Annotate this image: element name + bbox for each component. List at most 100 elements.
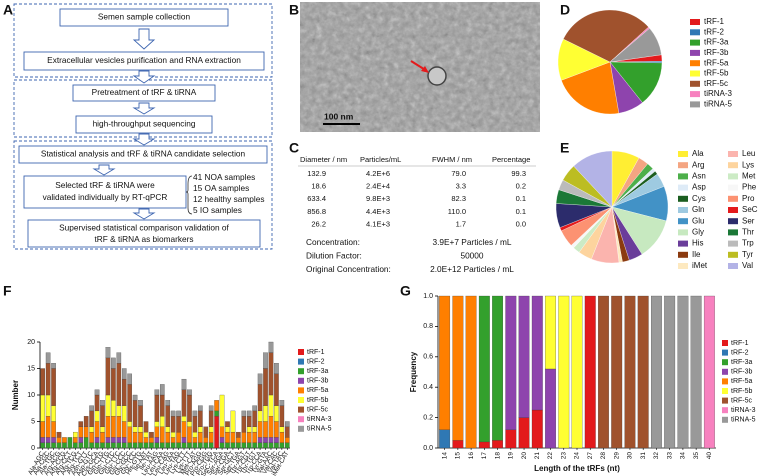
bar-segment xyxy=(165,400,171,406)
bar-segment xyxy=(51,437,56,443)
bar-segment xyxy=(56,437,62,443)
bar-segment xyxy=(116,416,122,438)
bar-segment xyxy=(252,426,257,433)
legend-label: tiRNA-3 xyxy=(731,407,756,414)
bar-segment xyxy=(181,442,187,449)
legend-swatch xyxy=(690,29,700,36)
step-text: validated individually by RT-qPCR xyxy=(43,192,168,202)
summary-label: Dilution Factor: xyxy=(306,251,362,261)
bar-segment xyxy=(116,442,122,449)
bar-segment xyxy=(225,421,230,427)
x-tick-label: 22 xyxy=(547,452,554,460)
legend-swatch xyxy=(722,407,728,414)
legend-swatch xyxy=(298,349,304,355)
y-tick-label: 15 xyxy=(27,365,35,372)
x-tick-label: 40 xyxy=(706,452,713,460)
bar-segment xyxy=(279,405,285,427)
bar-segment xyxy=(170,410,176,417)
bar-segment xyxy=(138,426,143,433)
bar-segment xyxy=(165,405,171,427)
legend-label: tRF-3a xyxy=(704,38,729,47)
legend-label: tRF-1 xyxy=(731,340,749,347)
bar-segment xyxy=(252,405,257,412)
table-cell: 99.3 xyxy=(511,169,526,178)
bar-segment xyxy=(198,442,203,449)
bar-segment xyxy=(121,421,127,438)
bar-segment xyxy=(159,442,165,449)
sample-group: 15 OA samples xyxy=(193,183,249,193)
legend-swatch xyxy=(678,173,688,180)
bar-segment xyxy=(263,442,268,449)
bar-segment xyxy=(111,437,116,443)
bar-segment xyxy=(100,426,105,433)
bar-segment xyxy=(246,416,252,427)
bar-segment xyxy=(558,295,570,449)
bar-segment xyxy=(274,442,279,449)
bar-segment xyxy=(225,442,230,449)
legend-label: tRF-5a xyxy=(731,378,753,385)
bar-segment xyxy=(111,400,116,417)
bar-segment xyxy=(154,437,160,443)
legend-swatch xyxy=(728,251,738,258)
bar-segment xyxy=(198,405,203,412)
legend-swatch xyxy=(690,49,700,56)
bar-segment xyxy=(67,437,73,449)
bar-segment xyxy=(89,442,94,449)
step-text: high-throughput sequencing xyxy=(93,119,196,129)
legend-label: tRF-2 xyxy=(307,358,325,365)
bar-segment xyxy=(274,437,279,443)
bar-segment xyxy=(89,405,94,412)
bar-segment xyxy=(545,295,556,370)
sample-group: 41 NOA samples xyxy=(193,172,255,182)
bar-segment xyxy=(225,431,230,443)
bar-segment xyxy=(154,426,160,438)
bar-segment xyxy=(252,442,257,449)
bar-segment xyxy=(465,295,477,449)
bar-segment xyxy=(170,437,176,443)
x-tick-label: 34 xyxy=(680,452,687,460)
bar-segment xyxy=(545,368,556,449)
legend-swatch xyxy=(722,368,728,375)
bar-segment xyxy=(105,347,111,359)
step-text: Supervised statistical comparison valida… xyxy=(59,223,229,233)
bar-segment xyxy=(452,295,464,441)
step-box xyxy=(59,8,229,27)
legend-label: Phe xyxy=(742,183,757,192)
table-cell: 18.6 xyxy=(311,182,326,191)
legend-label: Leu xyxy=(742,149,755,158)
bar-segment xyxy=(219,426,225,438)
bar-segment xyxy=(268,437,274,443)
bar-segment xyxy=(127,421,132,427)
table-cell: 79.0 xyxy=(451,169,466,178)
bar-segment xyxy=(225,426,230,433)
legend-swatch xyxy=(298,368,304,375)
table-cell: 4.2E+6 xyxy=(366,169,390,178)
bar-segment xyxy=(208,405,214,412)
bar-segment xyxy=(478,441,490,449)
legend-swatch xyxy=(690,91,700,98)
legend-label: Cys xyxy=(692,194,706,203)
legend-swatch xyxy=(722,388,728,394)
bar-segment xyxy=(138,405,143,427)
bar-segment xyxy=(181,437,187,443)
legend-swatch xyxy=(722,340,728,346)
bar-segment xyxy=(257,410,263,422)
summary-label: Concentration: xyxy=(306,237,360,247)
legend-swatch xyxy=(678,207,688,213)
bar-segment xyxy=(263,352,268,369)
step-text: Statistical analysis and tRF & tiRNA can… xyxy=(41,149,246,159)
panel-label: G xyxy=(400,283,411,299)
legend-label: Thr xyxy=(742,228,754,237)
legend-label: Arg xyxy=(692,160,704,169)
step-box xyxy=(18,145,268,164)
x-tick-label: 16 xyxy=(468,452,475,460)
bar-segment xyxy=(165,431,171,443)
pie-slice xyxy=(573,150,613,208)
bar-segment xyxy=(181,416,187,422)
bar-segment xyxy=(45,352,51,364)
bar-segment xyxy=(181,421,187,438)
bar-segment xyxy=(78,421,84,427)
legend-swatch xyxy=(298,377,304,384)
legend-label: tiRNA-5 xyxy=(307,426,332,433)
bar-segment xyxy=(170,442,176,449)
